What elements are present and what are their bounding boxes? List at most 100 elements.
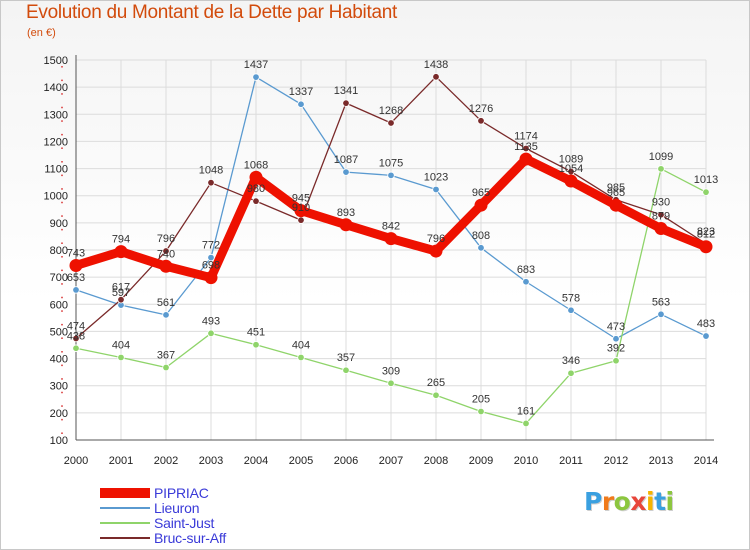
y-tick-label: 1500 [44, 55, 68, 67]
data-point [657, 310, 665, 319]
data-point [567, 369, 575, 377]
data-point [522, 278, 530, 286]
y-tick-label: 800 [50, 245, 68, 257]
data-label: 473 [607, 321, 625, 333]
legend-label: Lieuron [154, 500, 200, 516]
data-label: 392 [607, 343, 625, 355]
data-point [162, 363, 170, 372]
x-tick-label: 2011 [559, 455, 583, 467]
y-tick-label: 1000 [44, 191, 68, 203]
data-point [252, 197, 260, 205]
data-label: 1341 [334, 85, 358, 97]
data-label: 980 [247, 183, 265, 195]
data-label: 893 [337, 207, 355, 219]
logo-letter: t [654, 487, 666, 516]
data-label: 1068 [244, 159, 268, 171]
x-tick-label: 2001 [109, 455, 133, 467]
data-label: 367 [157, 350, 175, 362]
data-point [612, 357, 620, 365]
data-point [297, 100, 305, 108]
data-label: 965 [472, 187, 490, 199]
legend-swatch [100, 537, 150, 539]
data-point [297, 216, 305, 224]
data-label: 1268 [379, 105, 403, 117]
data-label: 404 [112, 339, 130, 351]
x-tick-label: 2012 [604, 455, 628, 467]
data-label: 617 [112, 282, 130, 294]
data-point [657, 211, 665, 219]
data-label: 1276 [469, 103, 493, 115]
data-label: 812 [697, 229, 715, 241]
data-label: 438 [67, 330, 85, 342]
data-point [612, 335, 620, 343]
data-point [159, 259, 173, 273]
data-label: 1437 [244, 59, 268, 71]
data-point [294, 204, 308, 218]
legend-swatch [100, 488, 150, 498]
x-tick-label: 2007 [379, 455, 403, 467]
y-tick-label: 600 [50, 299, 68, 311]
data-point [432, 391, 440, 399]
x-tick-label: 2002 [154, 455, 178, 467]
data-point [252, 341, 260, 349]
data-label: 653 [67, 272, 85, 284]
data-point [522, 419, 530, 428]
logo-letter: i [646, 487, 655, 516]
data-label: 683 [517, 264, 535, 276]
proxiti-logo: Proxiti [584, 487, 674, 516]
logo-letter: x [630, 487, 646, 516]
y-tick-label: 300 [50, 381, 68, 393]
legend-swatch [100, 507, 150, 509]
data-point [162, 247, 170, 255]
data-label: 563 [652, 296, 670, 308]
data-label: 1013 [694, 174, 718, 186]
y-tick-label: 400 [50, 354, 68, 366]
data-point [72, 334, 80, 343]
y-tick-label: 700 [50, 272, 68, 284]
data-point [384, 232, 398, 246]
data-label: 561 [157, 297, 175, 309]
y-tick-label: 500 [50, 326, 68, 338]
chart-title: Evolution du Montant de la Dette par Hab… [26, 2, 397, 23]
data-point [252, 73, 260, 81]
x-tick-label: 2008 [424, 455, 448, 467]
data-point [657, 165, 665, 173]
data-point [387, 171, 395, 180]
x-tick-label: 2013 [649, 455, 673, 467]
logo-letter: o [613, 487, 631, 516]
data-point [609, 198, 623, 212]
x-tick-label: 2004 [244, 455, 268, 467]
y-tick-label: 1200 [44, 136, 68, 148]
data-label: 1174 [514, 130, 538, 142]
data-point [387, 379, 395, 387]
data-point [654, 222, 668, 236]
data-point [702, 332, 710, 340]
legend-label: PIPRIAC [154, 485, 209, 501]
data-point [432, 73, 440, 81]
data-point [249, 170, 263, 184]
data-label: 205 [472, 394, 490, 406]
y-tick-label: 100 [50, 435, 68, 447]
data-label: 1438 [424, 59, 448, 71]
data-label: 357 [337, 352, 355, 364]
data-point [342, 168, 350, 176]
data-point [69, 258, 83, 272]
data-label: 1023 [424, 171, 448, 183]
x-tick-label: 2009 [469, 455, 493, 467]
data-label: 1135 [514, 141, 538, 153]
data-point [207, 329, 215, 338]
data-point [297, 353, 305, 362]
logo-letter: r [601, 487, 614, 516]
data-point [72, 344, 80, 352]
data-point [207, 253, 215, 262]
data-point [474, 198, 488, 212]
data-point [429, 244, 443, 258]
data-label: 1337 [289, 86, 313, 98]
data-label: 1087 [334, 154, 358, 166]
data-label: 483 [697, 318, 715, 330]
data-point [477, 117, 485, 125]
data-label: 493 [202, 315, 220, 327]
legend-swatch [100, 522, 150, 524]
data-label: 808 [472, 230, 490, 242]
